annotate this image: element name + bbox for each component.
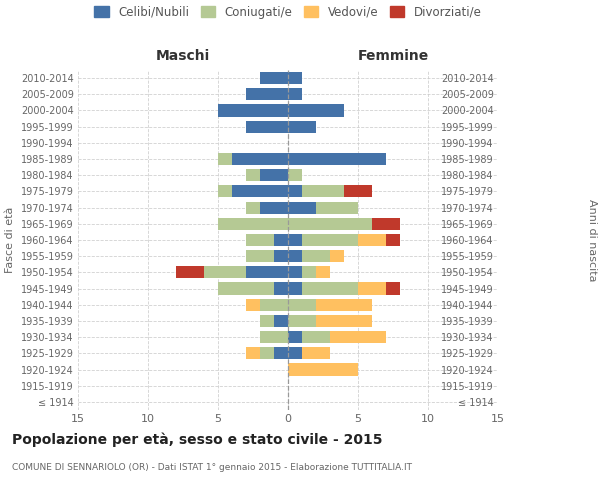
- Bar: [260, 169, 288, 181]
- Text: COMUNE DI SENNARIOLO (OR) - Dati ISTAT 1° gennaio 2015 - Elaborazione TUTTITALIA: COMUNE DI SENNARIOLO (OR) - Dati ISTAT 1…: [12, 462, 412, 471]
- Bar: [246, 234, 274, 246]
- Bar: [386, 282, 400, 294]
- Bar: [288, 72, 302, 84]
- Bar: [246, 348, 260, 360]
- Bar: [274, 250, 288, 262]
- Y-axis label: Fasce di età: Fasce di età: [5, 207, 16, 273]
- Bar: [260, 202, 288, 213]
- Bar: [218, 186, 232, 198]
- Bar: [302, 186, 344, 198]
- Bar: [232, 186, 288, 198]
- Bar: [372, 218, 400, 230]
- Bar: [176, 266, 204, 278]
- Bar: [316, 202, 358, 213]
- Bar: [316, 298, 372, 311]
- Text: Femmine: Femmine: [358, 48, 428, 62]
- Bar: [302, 282, 358, 294]
- Bar: [288, 88, 302, 101]
- Bar: [302, 250, 330, 262]
- Bar: [288, 250, 302, 262]
- Bar: [344, 186, 372, 198]
- Bar: [288, 202, 316, 213]
- Bar: [288, 218, 372, 230]
- Bar: [246, 266, 288, 278]
- Bar: [246, 202, 260, 213]
- Bar: [218, 218, 288, 230]
- Bar: [274, 315, 288, 327]
- Bar: [288, 153, 386, 165]
- Bar: [232, 153, 288, 165]
- Bar: [330, 250, 344, 262]
- Bar: [260, 298, 288, 311]
- Bar: [288, 348, 302, 360]
- Text: Maschi: Maschi: [156, 48, 210, 62]
- Bar: [274, 348, 288, 360]
- Bar: [274, 234, 288, 246]
- Bar: [288, 364, 358, 376]
- Bar: [288, 266, 302, 278]
- Bar: [246, 88, 288, 101]
- Bar: [316, 266, 330, 278]
- Bar: [260, 72, 288, 84]
- Bar: [218, 104, 288, 117]
- Bar: [218, 153, 232, 165]
- Bar: [246, 298, 260, 311]
- Legend: Celibi/Nubili, Coniugati/e, Vedovi/e, Divorziati/e: Celibi/Nubili, Coniugati/e, Vedovi/e, Di…: [89, 1, 487, 24]
- Bar: [288, 234, 302, 246]
- Bar: [316, 315, 372, 327]
- Bar: [260, 315, 274, 327]
- Bar: [288, 282, 302, 294]
- Bar: [288, 331, 302, 343]
- Bar: [246, 169, 260, 181]
- Bar: [260, 331, 288, 343]
- Bar: [302, 331, 330, 343]
- Bar: [288, 120, 316, 132]
- Bar: [246, 250, 274, 262]
- Bar: [358, 282, 386, 294]
- Bar: [288, 104, 344, 117]
- Bar: [330, 331, 386, 343]
- Bar: [302, 266, 316, 278]
- Bar: [204, 266, 246, 278]
- Bar: [288, 186, 302, 198]
- Bar: [358, 234, 386, 246]
- Bar: [386, 234, 400, 246]
- Bar: [288, 169, 302, 181]
- Bar: [260, 348, 274, 360]
- Bar: [302, 348, 330, 360]
- Bar: [274, 282, 288, 294]
- Text: Anni di nascita: Anni di nascita: [587, 198, 597, 281]
- Bar: [288, 298, 316, 311]
- Bar: [302, 234, 358, 246]
- Text: Popolazione per età, sesso e stato civile - 2015: Popolazione per età, sesso e stato civil…: [12, 432, 383, 447]
- Bar: [288, 315, 316, 327]
- Bar: [218, 282, 274, 294]
- Bar: [246, 120, 288, 132]
